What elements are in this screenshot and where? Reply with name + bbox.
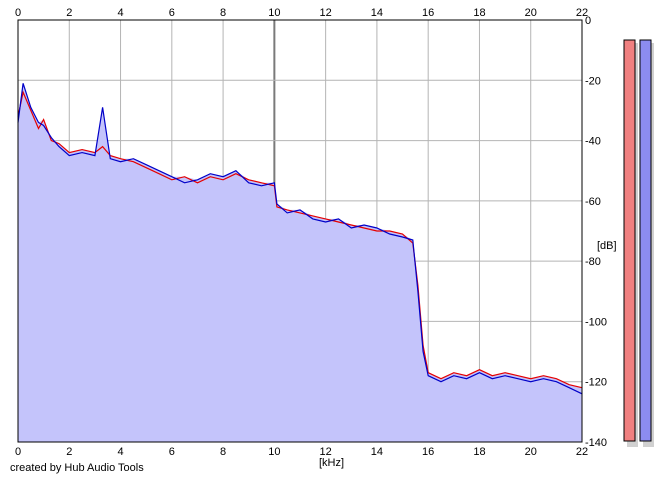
x-tick-label-bottom: 18 xyxy=(473,446,485,458)
x-tick-label-bottom: 8 xyxy=(220,446,226,458)
x-tick-label-top: 8 xyxy=(220,7,226,19)
x-tick-label-top: 14 xyxy=(371,7,383,19)
y-tick-label: -120 xyxy=(585,377,607,389)
x-tick-label-top: 4 xyxy=(117,7,123,19)
y-tick-labels: 0 -20 -40 -60 -80 -100 -120 -140 xyxy=(585,15,607,449)
x-tick-label-top: 10 xyxy=(268,7,280,19)
y-tick-label: -80 xyxy=(585,256,601,268)
x-tick-label-top: 18 xyxy=(473,7,485,19)
y-tick-label: -100 xyxy=(585,316,607,328)
x-tick-label-top: 2 xyxy=(66,7,72,19)
x-tick-label-top: 12 xyxy=(320,7,332,19)
x-tick-label-top: 20 xyxy=(525,7,537,19)
x-tick-labels-top: 0 2 4 6 8 10 12 14 16 18 20 22 xyxy=(15,7,588,19)
x-axis-label: [kHz] xyxy=(319,457,345,469)
spectrum-fill xyxy=(18,83,582,443)
level-meters xyxy=(623,39,654,447)
x-tick-label-top: 6 xyxy=(169,7,175,19)
y-axis-label: [dB] xyxy=(597,240,617,252)
y-tick-label: -60 xyxy=(585,196,601,208)
y-tick-label: -140 xyxy=(585,437,607,449)
x-tick-label-bottom: 10 xyxy=(268,446,280,458)
x-tick-label-bottom: 14 xyxy=(371,446,383,458)
x-tick-label-top: 22 xyxy=(576,7,588,19)
right-channel-line xyxy=(17,83,583,395)
x-tick-label-bottom: 16 xyxy=(422,446,434,458)
meter-right xyxy=(639,39,652,442)
x-tick-label-bottom: 12 xyxy=(320,446,332,458)
x-tick-label-top: 16 xyxy=(422,7,434,19)
spectrum-area xyxy=(18,83,582,443)
x-tick-label-bottom: 4 xyxy=(117,446,123,458)
x-tick-label-bottom: 20 xyxy=(525,446,537,458)
x-tick-label-top: 0 xyxy=(15,7,21,19)
credit-text: created by Hub Audio Tools xyxy=(10,462,144,474)
meter-left xyxy=(623,39,636,442)
x-tick-label-bottom: 0 xyxy=(15,446,21,458)
plot-border xyxy=(17,19,583,443)
x-tick-label-bottom: 2 xyxy=(66,446,72,458)
y-tick-label: -40 xyxy=(585,136,601,148)
y-tick-label: -20 xyxy=(585,75,601,87)
x-tick-label-bottom: 6 xyxy=(169,446,175,458)
x-tick-labels-bottom: 0 2 4 6 8 10 12 14 16 18 20 22 xyxy=(15,446,588,458)
x-tick-label-bottom: 22 xyxy=(576,446,588,458)
channel-lines xyxy=(17,83,583,395)
y-tick-label: 0 xyxy=(585,15,591,27)
